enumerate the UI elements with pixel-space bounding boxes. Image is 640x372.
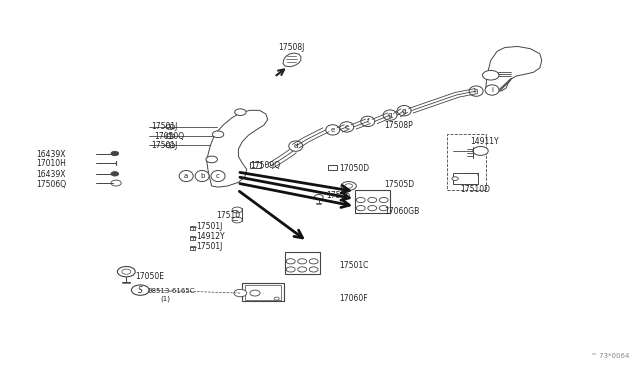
Text: e: e bbox=[331, 127, 335, 133]
Circle shape bbox=[286, 259, 295, 264]
Text: 17501J: 17501J bbox=[151, 122, 177, 131]
Text: (1): (1) bbox=[161, 295, 171, 302]
Circle shape bbox=[356, 206, 365, 211]
Circle shape bbox=[380, 206, 388, 211]
Text: 17501C: 17501C bbox=[339, 261, 369, 270]
Bar bbox=[190, 246, 195, 250]
Circle shape bbox=[473, 147, 488, 155]
Circle shape bbox=[380, 198, 388, 203]
Circle shape bbox=[309, 259, 318, 264]
Text: d: d bbox=[294, 143, 298, 149]
Circle shape bbox=[309, 267, 318, 272]
Text: 17510D: 17510D bbox=[460, 185, 490, 194]
Text: b: b bbox=[200, 173, 204, 179]
Text: e: e bbox=[344, 124, 349, 130]
Ellipse shape bbox=[326, 125, 340, 135]
Circle shape bbox=[206, 156, 218, 163]
Circle shape bbox=[234, 289, 246, 297]
Ellipse shape bbox=[383, 110, 397, 120]
Circle shape bbox=[250, 290, 260, 296]
Text: 17060F: 17060F bbox=[339, 294, 368, 303]
Text: g: g bbox=[388, 112, 392, 118]
Text: g: g bbox=[402, 108, 406, 114]
Polygon shape bbox=[447, 134, 486, 190]
Bar bbox=[190, 226, 195, 230]
Circle shape bbox=[286, 267, 295, 272]
Text: c: c bbox=[216, 173, 220, 179]
Text: S: S bbox=[138, 286, 143, 295]
Circle shape bbox=[131, 285, 149, 295]
Ellipse shape bbox=[340, 122, 354, 132]
Text: 17576: 17576 bbox=[326, 191, 351, 200]
Circle shape bbox=[212, 131, 224, 138]
Polygon shape bbox=[283, 53, 301, 67]
Circle shape bbox=[368, 198, 377, 203]
Text: 17506Q: 17506Q bbox=[36, 180, 67, 189]
Text: 17510: 17510 bbox=[216, 211, 240, 220]
Text: a: a bbox=[184, 173, 188, 179]
Text: 17505D: 17505D bbox=[384, 180, 414, 189]
Circle shape bbox=[111, 151, 118, 156]
Bar bbox=[285, 252, 320, 274]
Bar bbox=[245, 285, 281, 300]
Circle shape bbox=[314, 195, 323, 200]
Text: 17501J: 17501J bbox=[196, 242, 222, 251]
Circle shape bbox=[274, 297, 279, 300]
Bar bbox=[328, 164, 337, 170]
Circle shape bbox=[111, 171, 118, 176]
Ellipse shape bbox=[195, 170, 209, 182]
Text: ^ 73*0064: ^ 73*0064 bbox=[591, 353, 629, 359]
Circle shape bbox=[232, 217, 243, 223]
Circle shape bbox=[122, 269, 131, 274]
Text: 17050Q: 17050Q bbox=[154, 132, 184, 141]
Circle shape bbox=[166, 134, 175, 139]
Circle shape bbox=[368, 206, 377, 211]
Circle shape bbox=[298, 267, 307, 272]
Text: 17508J: 17508J bbox=[278, 43, 305, 52]
Circle shape bbox=[232, 207, 243, 213]
Text: 17010H: 17010H bbox=[36, 159, 67, 169]
Text: 17050D: 17050D bbox=[339, 164, 369, 173]
Text: 17509Q: 17509Q bbox=[250, 161, 280, 170]
Circle shape bbox=[117, 266, 135, 277]
Ellipse shape bbox=[397, 106, 411, 116]
Ellipse shape bbox=[289, 141, 303, 151]
Circle shape bbox=[166, 124, 175, 129]
Circle shape bbox=[235, 109, 246, 115]
Ellipse shape bbox=[485, 85, 499, 95]
Polygon shape bbox=[207, 110, 268, 187]
Text: 17508P: 17508P bbox=[384, 121, 412, 129]
Bar bbox=[243, 283, 284, 301]
Circle shape bbox=[483, 70, 499, 80]
Text: 17050E: 17050E bbox=[135, 272, 164, 281]
Ellipse shape bbox=[469, 86, 483, 96]
Text: 08513-6165C: 08513-6165C bbox=[148, 288, 195, 294]
Polygon shape bbox=[486, 46, 541, 92]
Ellipse shape bbox=[211, 170, 225, 182]
Bar bbox=[452, 173, 478, 184]
Text: 17501J: 17501J bbox=[196, 222, 222, 231]
Text: 16439X: 16439X bbox=[36, 150, 66, 159]
Text: 14912Y: 14912Y bbox=[196, 232, 225, 241]
Circle shape bbox=[345, 184, 353, 188]
Ellipse shape bbox=[179, 170, 193, 182]
Circle shape bbox=[341, 182, 356, 190]
Text: 17501J: 17501J bbox=[151, 141, 177, 150]
Circle shape bbox=[111, 180, 121, 186]
Circle shape bbox=[356, 198, 365, 203]
Circle shape bbox=[298, 259, 307, 264]
Circle shape bbox=[166, 143, 175, 148]
Bar bbox=[250, 161, 261, 168]
Bar bbox=[355, 190, 390, 212]
Text: 17060GB: 17060GB bbox=[384, 207, 419, 217]
Bar bbox=[190, 236, 195, 240]
Text: 16439X: 16439X bbox=[36, 170, 66, 179]
Circle shape bbox=[452, 177, 458, 180]
Text: h: h bbox=[474, 88, 478, 94]
Ellipse shape bbox=[361, 116, 375, 126]
Text: 14911Y: 14911Y bbox=[470, 137, 499, 146]
Text: i: i bbox=[491, 87, 493, 93]
Text: f: f bbox=[367, 118, 369, 124]
